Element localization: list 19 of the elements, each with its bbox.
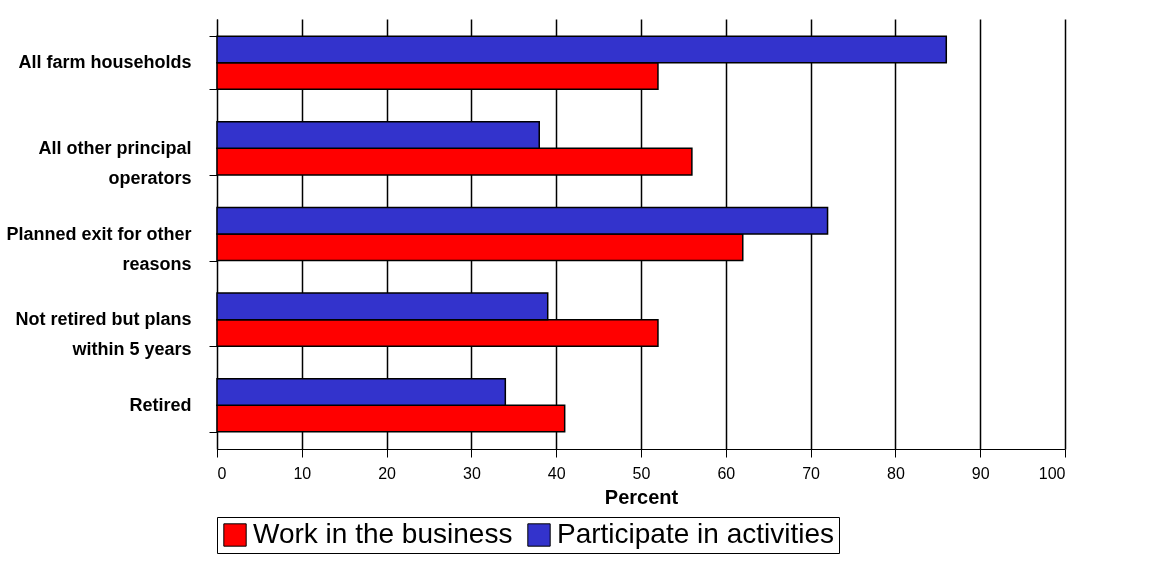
x-tick-label: 20 bbox=[378, 464, 397, 482]
x-axis-title: Percent bbox=[604, 485, 679, 508]
x-tick-label: 0 bbox=[217, 464, 227, 482]
x-tick-label: 40 bbox=[547, 464, 566, 482]
y-tick-label: All other principal operators bbox=[38, 137, 192, 188]
x-tick-label: 70 bbox=[802, 464, 821, 482]
x-tick-label: 50 bbox=[632, 464, 651, 482]
y-tick-label: Retired bbox=[129, 394, 192, 415]
x-tick-label: 90 bbox=[971, 464, 990, 482]
legend-label: Work in the business bbox=[253, 518, 513, 549]
x-tick-label: 60 bbox=[717, 464, 736, 482]
x-tick-label: 80 bbox=[887, 464, 905, 482]
x-tick-label: 10 bbox=[293, 464, 312, 482]
y-tick-label: Not retired but plans within 5 years bbox=[15, 309, 192, 360]
x-tick-label: 100 bbox=[1038, 464, 1066, 482]
x-tick-label: 30 bbox=[463, 464, 481, 482]
legend-label: Participate in activities bbox=[557, 518, 835, 549]
y-tick-label: All farm households bbox=[18, 52, 192, 73]
y-tick-label: Planned exit for other reasons bbox=[6, 223, 192, 274]
